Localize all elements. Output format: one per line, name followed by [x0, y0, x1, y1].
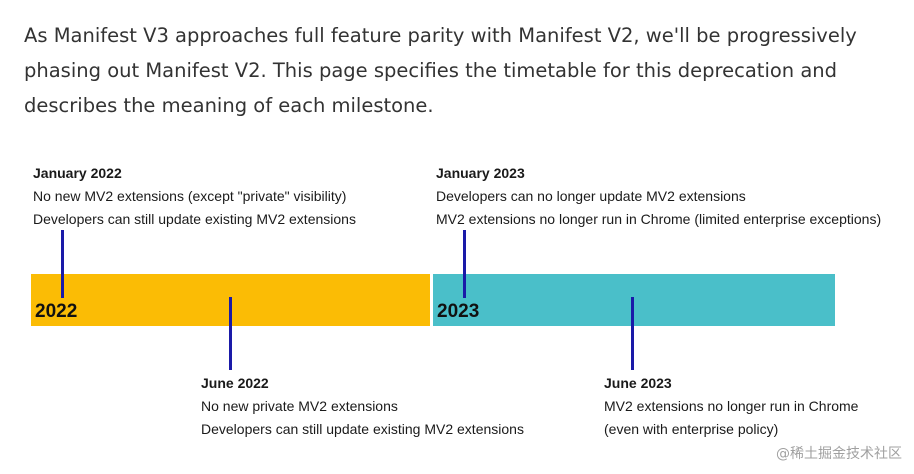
watermark: @稀土掘金技术社区: [776, 446, 902, 462]
milestone-line: MV2 extensions no longer run in Chrome (…: [436, 211, 882, 227]
milestone-january-2022: January 2022 No new MV2 extensions (exce…: [33, 162, 356, 231]
milestone-line: (even with enterprise policy): [604, 421, 779, 437]
milestone-june-2023: June 2023 MV2 extensions no longer run i…: [604, 372, 858, 441]
milestone-title: January 2022: [33, 165, 122, 181]
milestone-line: Developers can still update existing MV2…: [201, 421, 524, 437]
milestone-june-2022: June 2022 No new private MV2 extensions …: [201, 372, 524, 441]
year-label-2023: 2023: [437, 301, 480, 322]
intro-paragraph: As Manifest V3 approaches full feature p…: [24, 24, 857, 117]
milestone-title: June 2023: [604, 375, 672, 391]
milestone-line: No new MV2 extensions (except "private" …: [33, 188, 347, 204]
marker-january-2023: [463, 230, 466, 298]
milestone-january-2023: January 2023 Developers can no longer up…: [436, 162, 881, 231]
milestone-title: January 2023: [436, 165, 525, 181]
year-label-2022: 2022: [35, 301, 78, 322]
milestone-line: Developers can still update existing MV2…: [33, 211, 356, 227]
marker-june-2023: [631, 297, 634, 370]
marker-january-2022: [61, 230, 64, 298]
milestone-line: MV2 extensions no longer run in Chrome: [604, 398, 859, 414]
milestone-line: Developers can no longer update MV2 exte…: [436, 188, 746, 204]
year-band-2023: 2023: [433, 274, 835, 326]
milestone-title: June 2022: [201, 375, 269, 391]
milestone-line: No new private MV2 extensions: [201, 398, 398, 414]
marker-june-2022: [229, 297, 232, 370]
